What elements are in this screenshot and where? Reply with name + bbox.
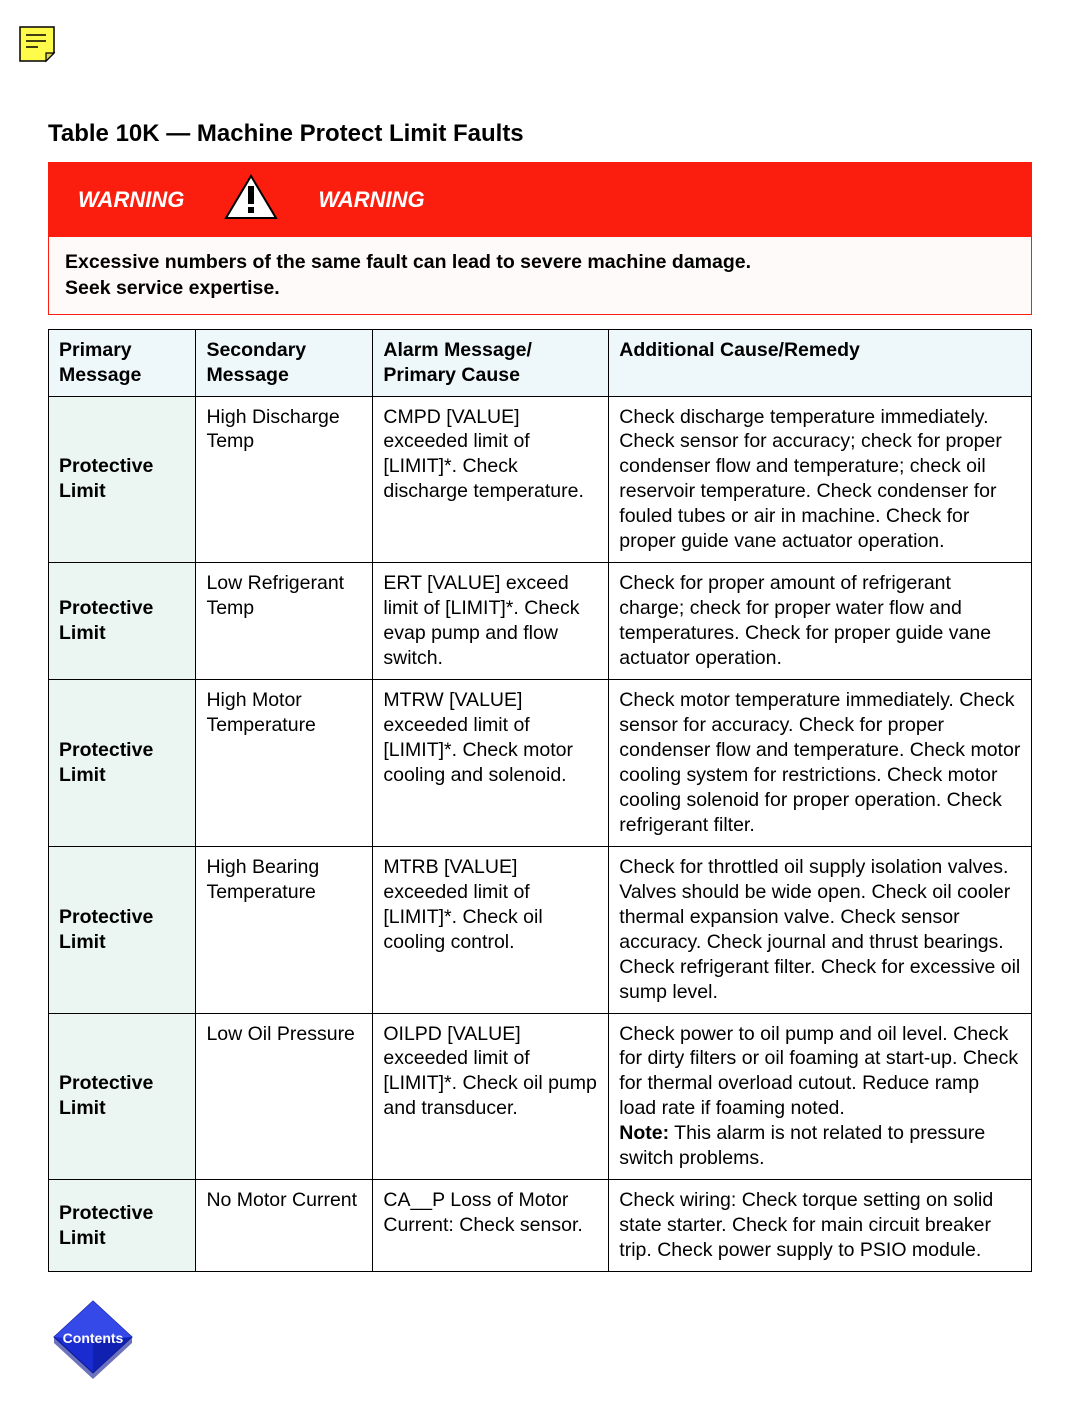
cell-remedy: Check wiring: Check torque setting on so… [609,1180,1032,1272]
table-title: Table 10K — Machine Protect Limit Faults [48,120,1032,148]
cell-remedy: Check power to oil pump and oil level. C… [609,1013,1032,1180]
cell-secondary: Low Refrigerant Temp [196,563,373,680]
table-row: Protective LimitHigh Discharge TempCMPD … [49,396,1032,563]
warning-label-left: WARNING [78,187,184,213]
contents-label: Contents [63,1330,124,1346]
cell-remedy: Check discharge temperature immediately.… [609,396,1032,563]
cell-secondary: High Bearing Temperature [196,846,373,1013]
warning-message-line2: Seek service expertise. [65,277,280,299]
col-header-alarm: Alarm Message/ Primary Cause [373,329,609,396]
col-header-secondary: Secondary Message [196,329,373,396]
cell-secondary: No Motor Current [196,1180,373,1272]
faults-table: Primary Message Secondary Message Alarm … [48,329,1032,1272]
warning-message-box: Excessive numbers of the same fault can … [48,237,1032,315]
contents-link-icon[interactable]: Contents [48,1297,1032,1384]
table-row: Protective LimitLow Refrigerant TempERT … [49,563,1032,680]
cell-primary: Protective Limit [49,1180,196,1272]
cell-alarm: CA__P Loss of Motor Current: Check senso… [373,1180,609,1272]
cell-alarm: MTRB [VALUE] exceeded limit of [LIMIT]*.… [373,846,609,1013]
col-header-remedy: Additional Cause/Remedy [609,329,1032,396]
cell-secondary: High Motor Temperature [196,680,373,847]
cell-alarm: ERT [VALUE] exceed limit of [LIMIT]*. Ch… [373,563,609,680]
table-row: Protective LimitLow Oil PressureOILPD [V… [49,1013,1032,1180]
cell-alarm: MTRW [VALUE] exceeded limit of [LIMIT]*.… [373,680,609,847]
cell-alarm: OILPD [VALUE] exceeded limit of [LIMIT]*… [373,1013,609,1180]
cell-secondary: High Discharge Temp [196,396,373,563]
cell-remedy: Check motor temperature immediately. Che… [609,680,1032,847]
cell-primary: Protective Limit [49,846,196,1013]
table-header-row: Primary Message Secondary Message Alarm … [49,329,1032,396]
cell-primary: Protective Limit [49,396,196,563]
table-row: Protective LimitHigh Bearing Temperature… [49,846,1032,1013]
table-row: Protective LimitNo Motor CurrentCA__P Lo… [49,1180,1032,1272]
cell-secondary: Low Oil Pressure [196,1013,373,1180]
cell-remedy: Check for proper amount of refrigerant c… [609,563,1032,680]
col-header-primary: Primary Message [49,329,196,396]
warning-message-line1: Excessive numbers of the same fault can … [65,251,751,273]
warning-banner: WARNING WARNING [48,162,1032,237]
remedy-note: Note: This alarm is not related to press… [619,1122,985,1169]
cell-remedy: Check for throttled oil supply isolation… [609,846,1032,1013]
warning-triangle-icon [224,174,278,225]
cell-alarm: CMPD [VALUE] exceeded limit of [LIMIT]*.… [373,396,609,563]
table-row: Protective LimitHigh Motor TemperatureMT… [49,680,1032,847]
cell-primary: Protective Limit [49,1013,196,1180]
page-note-icon[interactable] [18,25,56,68]
warning-label-right: WARNING [318,187,424,213]
cell-primary: Protective Limit [49,563,196,680]
cell-primary: Protective Limit [49,680,196,847]
